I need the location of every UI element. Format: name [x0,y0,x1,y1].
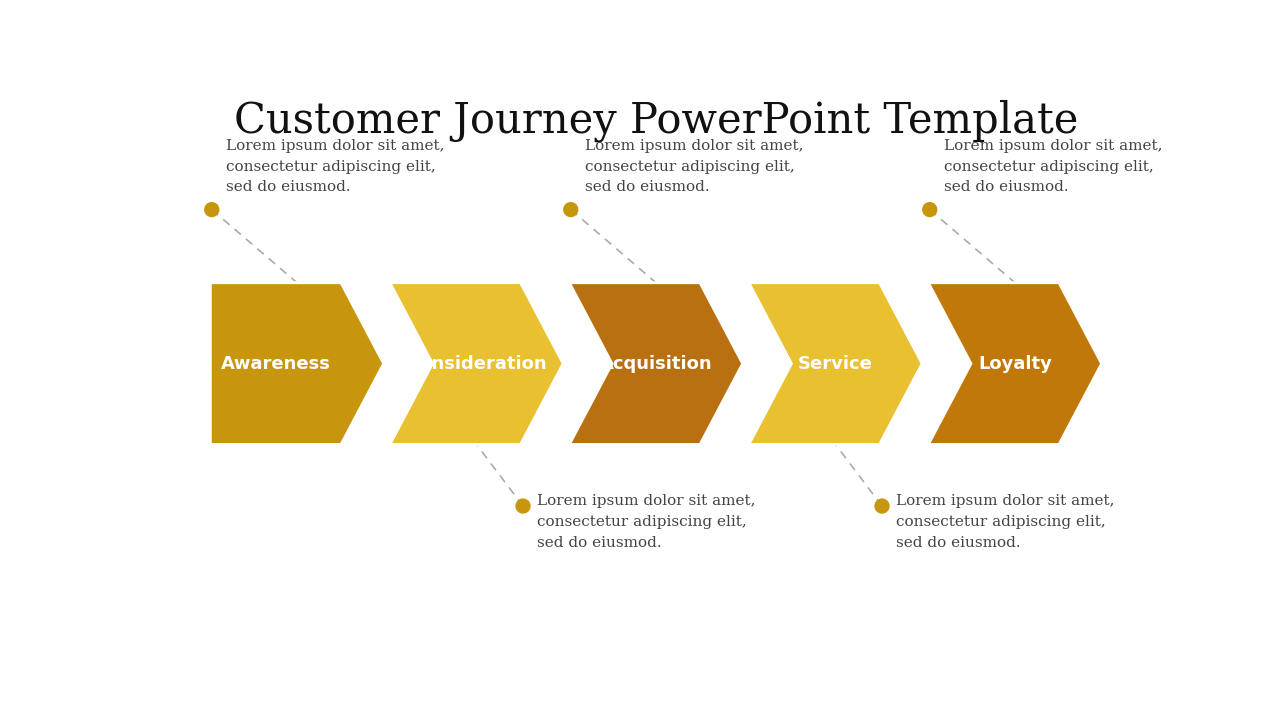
Circle shape [205,202,219,217]
Text: Loyalty: Loyalty [978,354,1052,373]
Text: Lorem ipsum dolor sit amet,
consectetur adipiscing elit,
sed do eiusmod.: Lorem ipsum dolor sit amet, consectetur … [585,139,804,194]
Text: Lorem ipsum dolor sit amet,
consectetur adipiscing elit,
sed do eiusmod.: Lorem ipsum dolor sit amet, consectetur … [943,139,1162,194]
Circle shape [516,499,530,513]
Circle shape [923,202,937,217]
Polygon shape [570,283,742,444]
Text: Service: Service [797,354,873,373]
Text: Consideration: Consideration [406,354,547,373]
Text: Lorem ipsum dolor sit amet,
consectetur adipiscing elit,
sed do eiusmod.: Lorem ipsum dolor sit amet, consectetur … [225,139,444,194]
Text: Awareness: Awareness [220,354,330,373]
Polygon shape [749,283,922,444]
Polygon shape [390,283,563,444]
Circle shape [876,499,890,513]
Polygon shape [210,283,384,444]
Polygon shape [928,283,1102,444]
Text: Customer Journey PowerPoint Template: Customer Journey PowerPoint Template [234,100,1078,143]
Text: Lorem ipsum dolor sit amet,
consectetur adipiscing elit,
sed do eiusmod.: Lorem ipsum dolor sit amet, consectetur … [896,495,1115,549]
Text: Lorem ipsum dolor sit amet,
consectetur adipiscing elit,
sed do eiusmod.: Lorem ipsum dolor sit amet, consectetur … [538,495,755,549]
Circle shape [563,202,577,217]
Text: Acquisition: Acquisition [600,354,712,373]
